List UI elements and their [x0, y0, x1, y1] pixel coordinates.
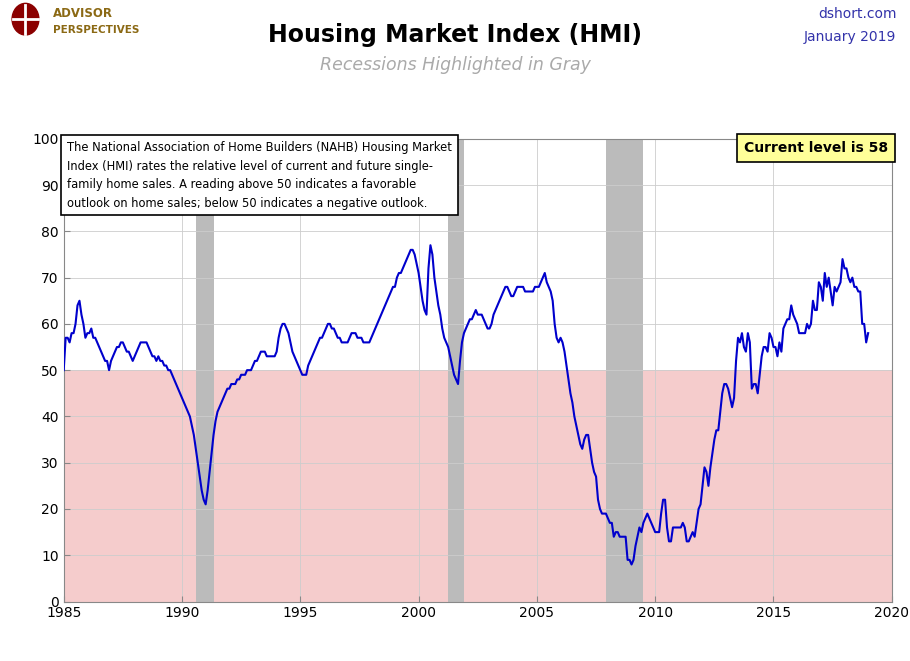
Text: PERSPECTIVES: PERSPECTIVES: [53, 25, 139, 35]
Bar: [196, 139, 214, 602]
Text: Housing Market Index (HMI): Housing Market Index (HMI): [268, 23, 642, 47]
Text: dshort.com: dshort.com: [818, 7, 896, 20]
Bar: [64, 370, 892, 602]
Text: The National Association of Home Builders (NAHB) Housing Market
Index (HMI) rate: The National Association of Home Builder…: [67, 141, 452, 210]
Bar: [448, 139, 464, 602]
Circle shape: [12, 3, 39, 35]
Text: Recessions Highlighted in Gray: Recessions Highlighted in Gray: [319, 56, 591, 74]
Text: January 2019: January 2019: [804, 30, 896, 44]
Bar: [606, 139, 643, 602]
Text: Current level is 58: Current level is 58: [744, 141, 888, 155]
Text: ADVISOR: ADVISOR: [53, 7, 113, 20]
